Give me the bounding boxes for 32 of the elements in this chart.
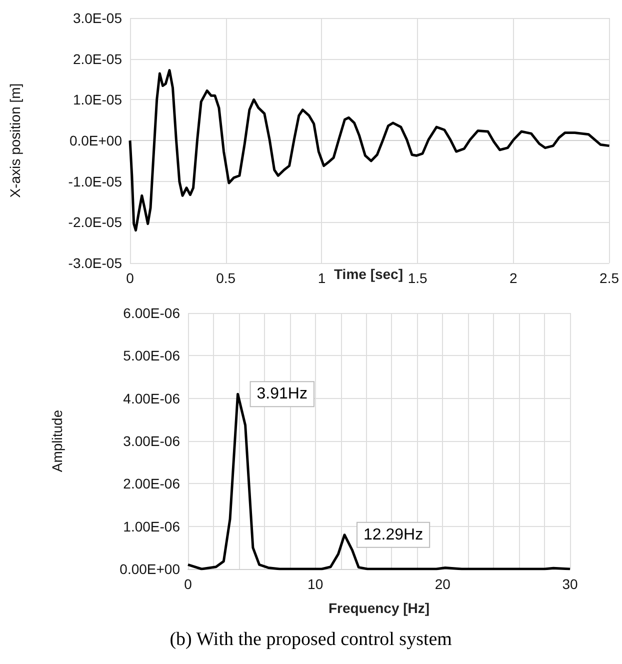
x-tick-label: 30	[562, 576, 578, 592]
y-tick-label: 6.00E-06	[123, 305, 180, 321]
y-axis-title: X-axis position [m]	[7, 83, 23, 198]
y-tick-label: 2.00E-06	[123, 476, 180, 492]
y-tick-label: 0.00E+00	[120, 561, 180, 577]
x-axis-title: Frequency [Hz]	[328, 600, 430, 616]
y-tick-label: 1.0E-05	[72, 92, 122, 108]
x-tick-label: 1.5	[408, 270, 428, 286]
x-tick-label: 10	[308, 576, 324, 592]
y-tick-label: 4.00E-06	[123, 390, 180, 406]
y-tick-label: 2.0E-05	[72, 50, 122, 67]
text: (b) With the proposed control system	[170, 629, 452, 650]
y-tick-label: 3.0E-05	[72, 10, 122, 26]
y-tick-label: 1.00E-06	[123, 518, 180, 534]
annotation: 12.29Hz	[363, 526, 424, 544]
line-series	[128, 69, 611, 232]
annotation: 3.91Hz	[256, 386, 308, 403]
x-tick-label: 2.5	[600, 270, 620, 286]
x-tick-label: 20	[434, 576, 451, 592]
x-tick-label: 0	[184, 576, 192, 592]
x-tick-label: 0	[126, 270, 134, 286]
y-tick-label: -1.0E-05	[68, 173, 122, 190]
y-tick-label: -2.0E-05	[68, 214, 122, 230]
x-tick-label: 1	[318, 270, 326, 286]
x-tick-label: 2	[510, 270, 518, 286]
x-tick-label: 0.5	[216, 270, 236, 286]
y-tick-label: -3.0E-05	[68, 255, 122, 271]
y-tick-label: 5.00E-06	[123, 348, 180, 364]
x-axis-title: Time [sec]	[334, 266, 403, 282]
y-tick-label: 3.00E-06	[123, 433, 180, 449]
y-tick-label: 0.0E+00	[69, 132, 122, 148]
y-axis-title: Amplitude	[49, 410, 65, 472]
